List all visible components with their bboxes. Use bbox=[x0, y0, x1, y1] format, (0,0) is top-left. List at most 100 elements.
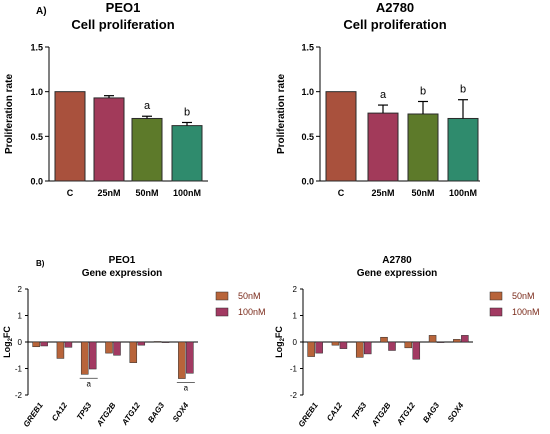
x-tick-label: 50nM bbox=[135, 188, 158, 198]
bar bbox=[161, 341, 170, 343]
y-tick-label: 2 bbox=[293, 285, 298, 294]
chart-peo1-proliferation: PEO1 Cell proliferation Proliferation rate… bbox=[4, 0, 208, 198]
bar bbox=[40, 341, 48, 347]
bar bbox=[93, 97, 125, 182]
bar bbox=[186, 341, 194, 374]
chart-title: PEO1 bbox=[109, 255, 136, 266]
bar bbox=[363, 341, 372, 355]
x-tick-label: ATG12 bbox=[120, 401, 143, 428]
x-tick-label: CA12 bbox=[325, 401, 344, 423]
y-tick-label: 0.0 bbox=[301, 177, 314, 187]
significance-label: a bbox=[144, 100, 151, 112]
significance-label: a bbox=[86, 379, 91, 388]
bar bbox=[331, 341, 340, 346]
panel-label-a: A) bbox=[36, 6, 47, 17]
x-tick-label: C bbox=[67, 188, 74, 198]
bar bbox=[388, 341, 396, 351]
legend-swatch bbox=[489, 307, 503, 317]
y-tick-label: -1 bbox=[290, 365, 298, 374]
bar bbox=[129, 341, 138, 363]
bar bbox=[137, 341, 146, 346]
chart-title: A2780 bbox=[382, 255, 412, 266]
y-tick-label: 0.0 bbox=[30, 177, 43, 187]
x-tick-label: ATG12 bbox=[395, 401, 418, 428]
chart-subtitle: Gene expression bbox=[357, 268, 438, 279]
y-tick-label: 0 bbox=[293, 338, 298, 347]
bar bbox=[105, 341, 113, 354]
y-tick-label: -2 bbox=[15, 391, 23, 400]
bar bbox=[339, 341, 348, 349]
legend-label: 50nM bbox=[238, 291, 261, 301]
bar bbox=[453, 339, 461, 343]
y-tick-label: 1 bbox=[293, 312, 298, 321]
bar bbox=[54, 91, 86, 182]
y-tick-label: 0.5 bbox=[30, 132, 43, 142]
bar bbox=[380, 336, 388, 343]
chart-subtitle: Gene expression bbox=[82, 268, 163, 279]
bar bbox=[461, 335, 469, 343]
axes bbox=[300, 288, 473, 396]
y-axis-label: Log2FC bbox=[2, 326, 14, 358]
chart-a2780-gene-expression: A2780 Gene expression Log2FC -2 -1 0 1 2 GREB1 CA… bbox=[274, 255, 540, 429]
x-tick-label: 100nM bbox=[173, 188, 201, 198]
x-tick-label: SOX4 bbox=[446, 401, 466, 424]
bar bbox=[113, 341, 121, 356]
bar bbox=[315, 341, 323, 354]
x-tick-label: 100nM bbox=[449, 188, 477, 198]
chart-title: PEO1 bbox=[106, 0, 141, 15]
bar bbox=[412, 341, 421, 360]
y-tick-label: 1.5 bbox=[30, 43, 43, 53]
x-tick-label: GREB1 bbox=[297, 401, 320, 429]
significance-label: b bbox=[420, 85, 426, 97]
x-tick-label: TP53 bbox=[75, 401, 94, 422]
y-tick-label: 1.0 bbox=[30, 87, 43, 97]
chart-title: A2780 bbox=[376, 0, 414, 15]
axes bbox=[25, 288, 198, 396]
bar bbox=[355, 341, 364, 358]
legend-swatch bbox=[489, 291, 503, 301]
bar bbox=[367, 112, 399, 182]
bar bbox=[171, 125, 203, 182]
bar bbox=[436, 341, 445, 343]
y-axis-label: Proliferation rate bbox=[4, 74, 15, 154]
x-tick-label: GREB1 bbox=[22, 401, 45, 429]
chart-subtitle: Cell proliferation bbox=[71, 17, 174, 32]
chart-a2780-proliferation: A2780 Cell proliferation Proliferation rat… bbox=[276, 0, 480, 198]
legend-label: 100nM bbox=[238, 307, 266, 317]
bar bbox=[404, 341, 413, 349]
legend-label: 100nM bbox=[512, 307, 540, 317]
panel-label-b: B) bbox=[36, 259, 45, 268]
significance-label: a bbox=[184, 384, 189, 393]
bar bbox=[178, 341, 186, 379]
x-tick-label: BAG3 bbox=[146, 401, 166, 425]
bar bbox=[131, 117, 163, 182]
x-tick-label: 50nM bbox=[411, 188, 434, 198]
bar bbox=[307, 341, 315, 357]
x-tick-label: CA12 bbox=[50, 401, 69, 423]
x-tick-label: 25nM bbox=[97, 188, 120, 198]
bar bbox=[407, 113, 439, 182]
bar bbox=[64, 341, 73, 348]
chart-subtitle: Cell proliferation bbox=[343, 17, 446, 32]
bar bbox=[447, 117, 479, 182]
y-tick-label: 1.5 bbox=[301, 43, 314, 53]
chart-peo1-gene-expression: PEO1 Gene expression Log2FC -2 -1 0 1 2 GREB1 CA1… bbox=[2, 255, 266, 429]
y-tick-label: -1 bbox=[15, 365, 23, 374]
x-tick-label: SOX4 bbox=[171, 401, 191, 424]
significance-label: b bbox=[460, 84, 466, 96]
bar bbox=[80, 341, 89, 375]
y-tick-label: 0 bbox=[18, 338, 23, 347]
legend-swatch bbox=[215, 291, 229, 301]
x-tick-label: TP53 bbox=[350, 401, 369, 422]
x-tick-label: ATG2B bbox=[94, 401, 117, 429]
y-axis-label: Log2FC bbox=[274, 326, 286, 358]
bar bbox=[32, 341, 40, 348]
y-tick-label: 1 bbox=[18, 312, 23, 321]
bar bbox=[153, 341, 162, 343]
bar bbox=[325, 91, 357, 182]
x-tick-label: C bbox=[338, 188, 345, 198]
y-tick-label: 1.0 bbox=[301, 87, 314, 97]
x-tick-label: BAG3 bbox=[421, 401, 441, 425]
x-tick-label: 25nM bbox=[371, 188, 394, 198]
